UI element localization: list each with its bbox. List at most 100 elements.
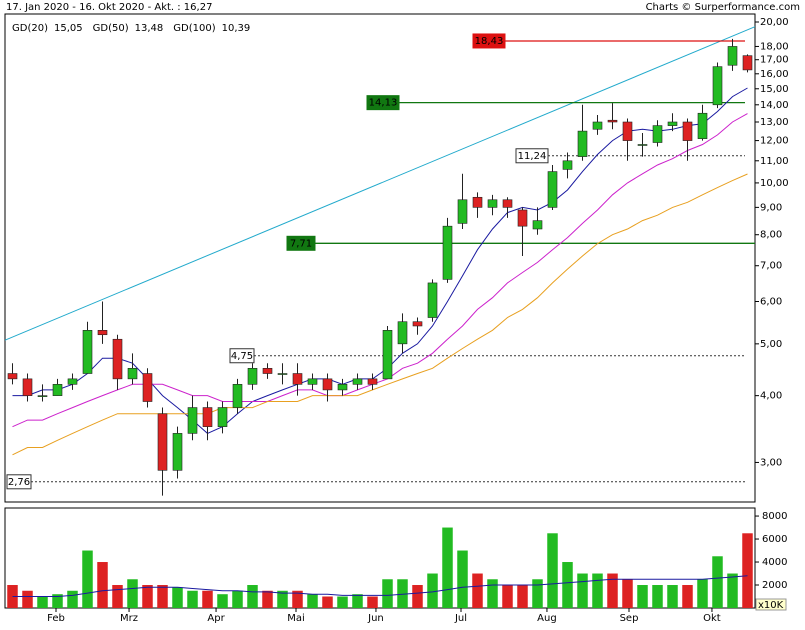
candle-body <box>37 395 48 397</box>
y-tick-label: 5,00 <box>760 339 782 350</box>
volume-bar <box>577 573 588 608</box>
level-box <box>229 348 255 364</box>
candle-body <box>82 330 93 374</box>
y-tick-label: 14,00 <box>760 100 789 111</box>
x-tick-label: Jul <box>454 613 467 624</box>
candle-body <box>502 199 513 208</box>
volume-bar <box>547 533 558 608</box>
legend-name: GD(100) <box>173 23 215 34</box>
volume-bar <box>172 587 183 608</box>
candle-body <box>307 378 318 385</box>
volume-bar <box>457 550 468 608</box>
y-tick-label: 10,00 <box>760 178 789 189</box>
level-label: 4,75 <box>231 351 253 362</box>
volume-bar <box>697 579 708 608</box>
y-tick-label: 16,00 <box>760 69 789 80</box>
y-tick-label: 15,00 <box>760 84 789 95</box>
candle-body <box>682 121 693 141</box>
volume-bar <box>187 590 198 608</box>
level-label: 18,43 <box>475 36 504 47</box>
volume-bar <box>442 527 453 608</box>
candle-body <box>52 384 63 396</box>
candle-body <box>232 384 243 408</box>
volume-bar <box>67 590 78 608</box>
candle-body <box>637 144 648 146</box>
candle-body <box>742 55 753 71</box>
candle-body <box>157 413 168 471</box>
level-box <box>472 33 506 49</box>
level-label: 7,71 <box>290 238 312 249</box>
volume-bar <box>232 590 243 608</box>
candle-body <box>262 368 273 374</box>
candle-body <box>622 121 633 141</box>
candle-body <box>667 121 678 126</box>
candle-body <box>727 46 738 66</box>
candle-body <box>217 407 228 427</box>
volume-bar <box>637 585 648 608</box>
volume-bar <box>367 596 378 608</box>
candle-body <box>127 368 138 380</box>
volume-bar <box>667 585 678 608</box>
volume-bar <box>742 533 753 608</box>
level-label: 2,76 <box>8 477 30 488</box>
candle-body <box>292 373 303 385</box>
y-tick-label: 3,00 <box>760 457 782 468</box>
chart-title: 17. Jan 2020 - 16. Okt 2020 - Akt. : 16,… <box>6 2 212 13</box>
volume-bar <box>502 585 513 608</box>
moving-average <box>12 113 748 428</box>
unit-box <box>755 598 787 611</box>
volume-bar <box>82 550 93 608</box>
y-tick-label: 11,00 <box>760 156 789 167</box>
candle-body <box>472 196 483 208</box>
candle-body <box>67 378 78 385</box>
y-tick-label: 8,00 <box>760 230 782 241</box>
candle-body <box>322 378 333 391</box>
candle-body <box>652 125 663 143</box>
candle-body <box>562 160 573 170</box>
candle-body <box>187 407 198 434</box>
y-tick-label: 4,00 <box>760 391 782 402</box>
x-tick-label: Mai <box>287 613 305 624</box>
x-tick-label: Okt <box>703 613 721 624</box>
x-tick-label: Mrz <box>120 613 138 624</box>
candle-body <box>577 130 588 157</box>
volume-bar <box>157 585 168 608</box>
volume-bar <box>562 562 573 608</box>
volume-bar <box>487 579 498 608</box>
candle-body <box>247 368 258 385</box>
legend-name: GD(50) <box>93 23 129 34</box>
volume-bar <box>397 579 408 608</box>
volume-bar <box>142 585 153 608</box>
volume-tick-label: 2000 <box>762 580 787 591</box>
volume-bar <box>217 594 228 608</box>
volume-bar <box>682 585 693 608</box>
legend-name: GD(20) <box>12 23 48 34</box>
y-tick-label: 12,00 <box>760 136 789 147</box>
legend-value: 13,48 <box>135 23 164 34</box>
level-box <box>515 148 549 164</box>
volume-bar <box>112 585 123 608</box>
candle-body <box>487 199 498 208</box>
credit: Charts © Surperformance.com <box>646 2 800 13</box>
candle-body <box>712 66 723 106</box>
volume-bar <box>22 590 33 608</box>
candle-body <box>547 171 558 208</box>
candle-body <box>202 407 213 427</box>
candle-body <box>532 220 543 230</box>
candle-body <box>367 378 378 385</box>
volume-bar <box>247 585 258 608</box>
legend-value: 15,05 <box>54 23 83 34</box>
legend-value: 10,39 <box>222 23 251 34</box>
price-panel <box>4 13 756 503</box>
candle-body <box>427 282 438 318</box>
volume-unit: x10K <box>758 600 784 611</box>
candle-body <box>457 199 468 224</box>
y-tick-label: 7,00 <box>760 261 782 272</box>
x-tick-label: Jun <box>367 613 384 624</box>
y-tick-label: 6,00 <box>760 297 782 308</box>
level-box <box>366 95 400 111</box>
candle-body <box>517 209 528 227</box>
volume-tick-label: 4000 <box>762 557 787 568</box>
volume-bar <box>352 594 363 608</box>
